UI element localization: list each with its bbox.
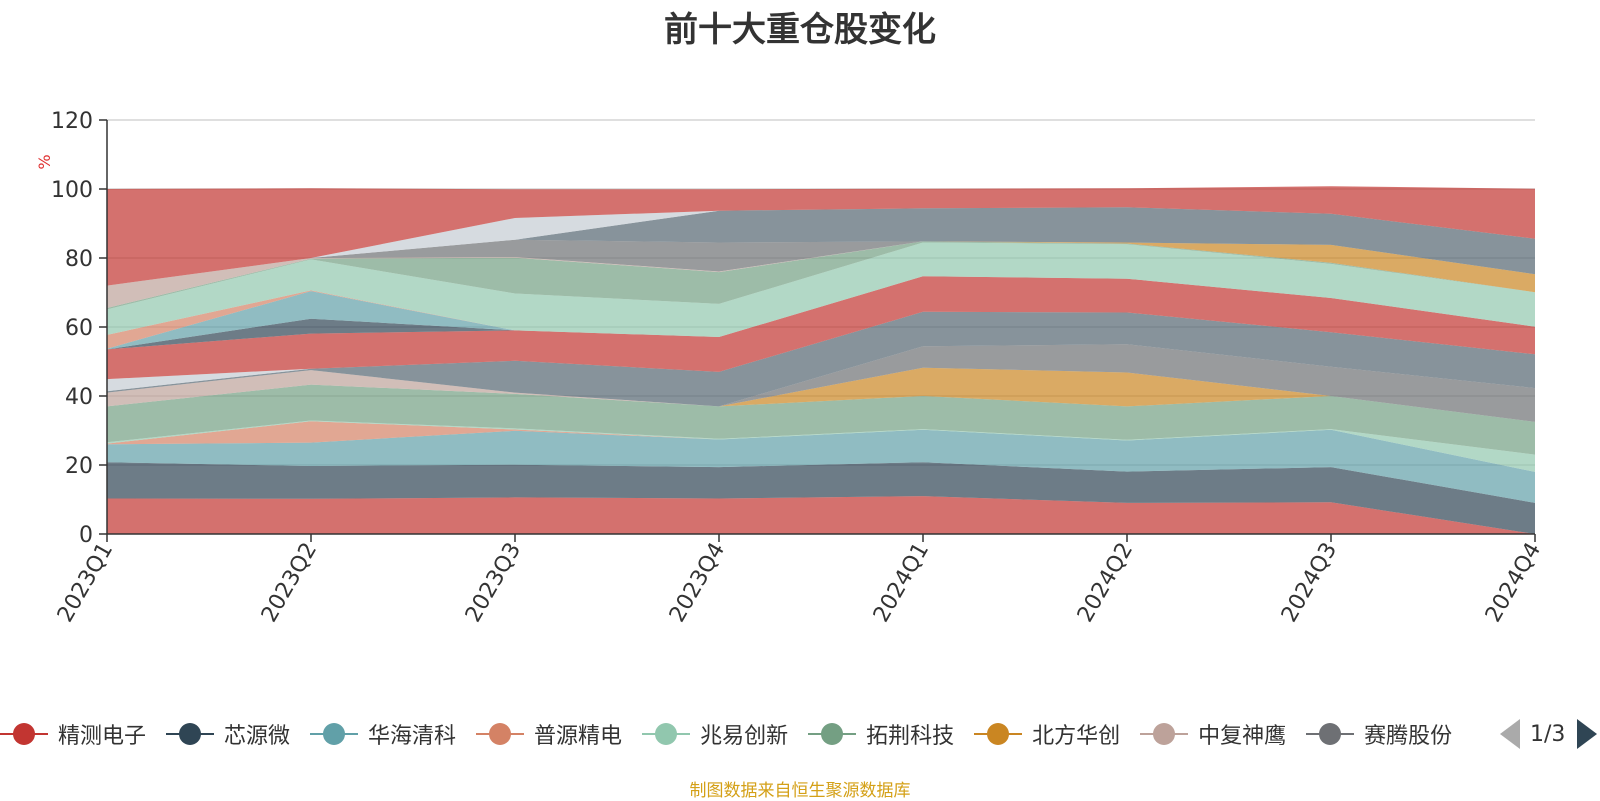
x-tick-label: 2023Q4 [665,539,730,627]
x-tick-label: 2024Q2 [1073,539,1138,627]
area-series-华海清科[interactable] [107,429,1535,503]
legend-item[interactable]: 普源精电 [476,718,622,750]
legend-item[interactable]: 芯源微 [166,718,290,750]
legend-marker-icon [808,722,857,746]
area-series-series-21[interactable] [107,207,1535,286]
x-tick-label: 2024Q4 [1481,539,1546,627]
legend-item[interactable]: 中复神鹰 [1140,718,1286,750]
legend-item[interactable]: 拓荆科技 [808,718,954,750]
x-tick-label: 2024Q1 [869,539,934,627]
legend-item[interactable]: 赛腾股份 [1306,718,1452,750]
area-series-芯源微[interactable] [107,462,1535,534]
legend-marker-icon [476,722,525,746]
area-series-精测电子[interactable] [107,496,1535,534]
area-series-拓荆科技[interactable] [107,384,1535,455]
area-series-赛腾股份[interactable] [107,344,1535,422]
data-source-footer: 制图数据来自恒生聚源数据库 [689,781,911,801]
area-series-series-22[interactable] [107,207,1535,286]
next-page-icon[interactable] [1577,719,1598,749]
area-series-group [107,186,1535,534]
legend-pager: 1/3 [1500,716,1600,752]
area-series-series-23[interactable] [107,186,1535,286]
legend-label: 赛腾股份 [1364,724,1453,749]
legend-item[interactable]: 北方华创 [974,718,1120,750]
area-series-series-17[interactable] [107,241,1535,310]
legend: 精测电子 芯源微 华海清科 普源精电 兆易创新 拓荆科技 北方华创 中复神鹰 赛腾股份 [0,716,1480,752]
legend-item[interactable]: 精测电子 [0,718,146,750]
chart-title: 前十大重仓股变化 [664,10,936,50]
area-series-series-10[interactable] [107,311,1535,407]
legend-marker-icon [166,722,215,746]
x-tick-label: 2023Q3 [461,539,526,627]
legend-marker-icon [642,722,691,746]
legend-item[interactable]: 兆易创新 [642,718,788,750]
legend-label: 中复神鹰 [1198,724,1287,749]
legend-item[interactable]: 华海清科 [310,718,456,750]
legend-marker-icon [1306,722,1355,746]
area-series-北方华创[interactable] [107,367,1535,422]
legend-label: 华海清科 [368,724,457,749]
x-tick-label: 2024Q3 [1277,539,1342,627]
y-axis-label: % [35,154,54,169]
y-tick-label: 40 [65,385,93,410]
y-tick-label: 20 [65,454,93,479]
x-tick-label: 2023Q1 [53,539,118,627]
area-series-series-12[interactable] [107,276,1535,380]
legend-marker-icon [974,722,1023,746]
legend-label: 北方华创 [1032,724,1121,749]
x-tick-label: 2023Q2 [257,539,322,627]
area-series-series-14[interactable] [107,276,1535,350]
y-tick-label: 60 [65,316,93,341]
y-tick-label: 80 [65,247,93,272]
legend-label: 普源精电 [534,724,623,749]
area-series-series-20[interactable] [107,239,1535,286]
legend-page-indicator: 1/3 [1530,721,1566,747]
previous-page-icon[interactable] [1500,719,1520,749]
y-tick-label: 100 [51,178,93,203]
legend-marker-icon [310,722,359,746]
y-tick-label: 0 [79,523,93,548]
area-series-series-16[interactable] [107,242,1535,338]
legend-label: 兆易创新 [700,724,789,749]
stacked-area-chart: 0 20 40 60 80 100 120% 2023Q1 2023Q2 2023Q3 2023Q4… [35,109,1546,627]
area-series-series-13[interactable] [107,276,1535,350]
legend-label: 精测电子 [58,724,147,749]
legend-marker-icon [0,722,48,746]
y-tick-label: 120 [51,109,93,134]
legend-marker-icon [1140,722,1189,746]
legend-label: 芯源微 [224,724,291,749]
legend-label: 拓荆科技 [866,724,955,749]
